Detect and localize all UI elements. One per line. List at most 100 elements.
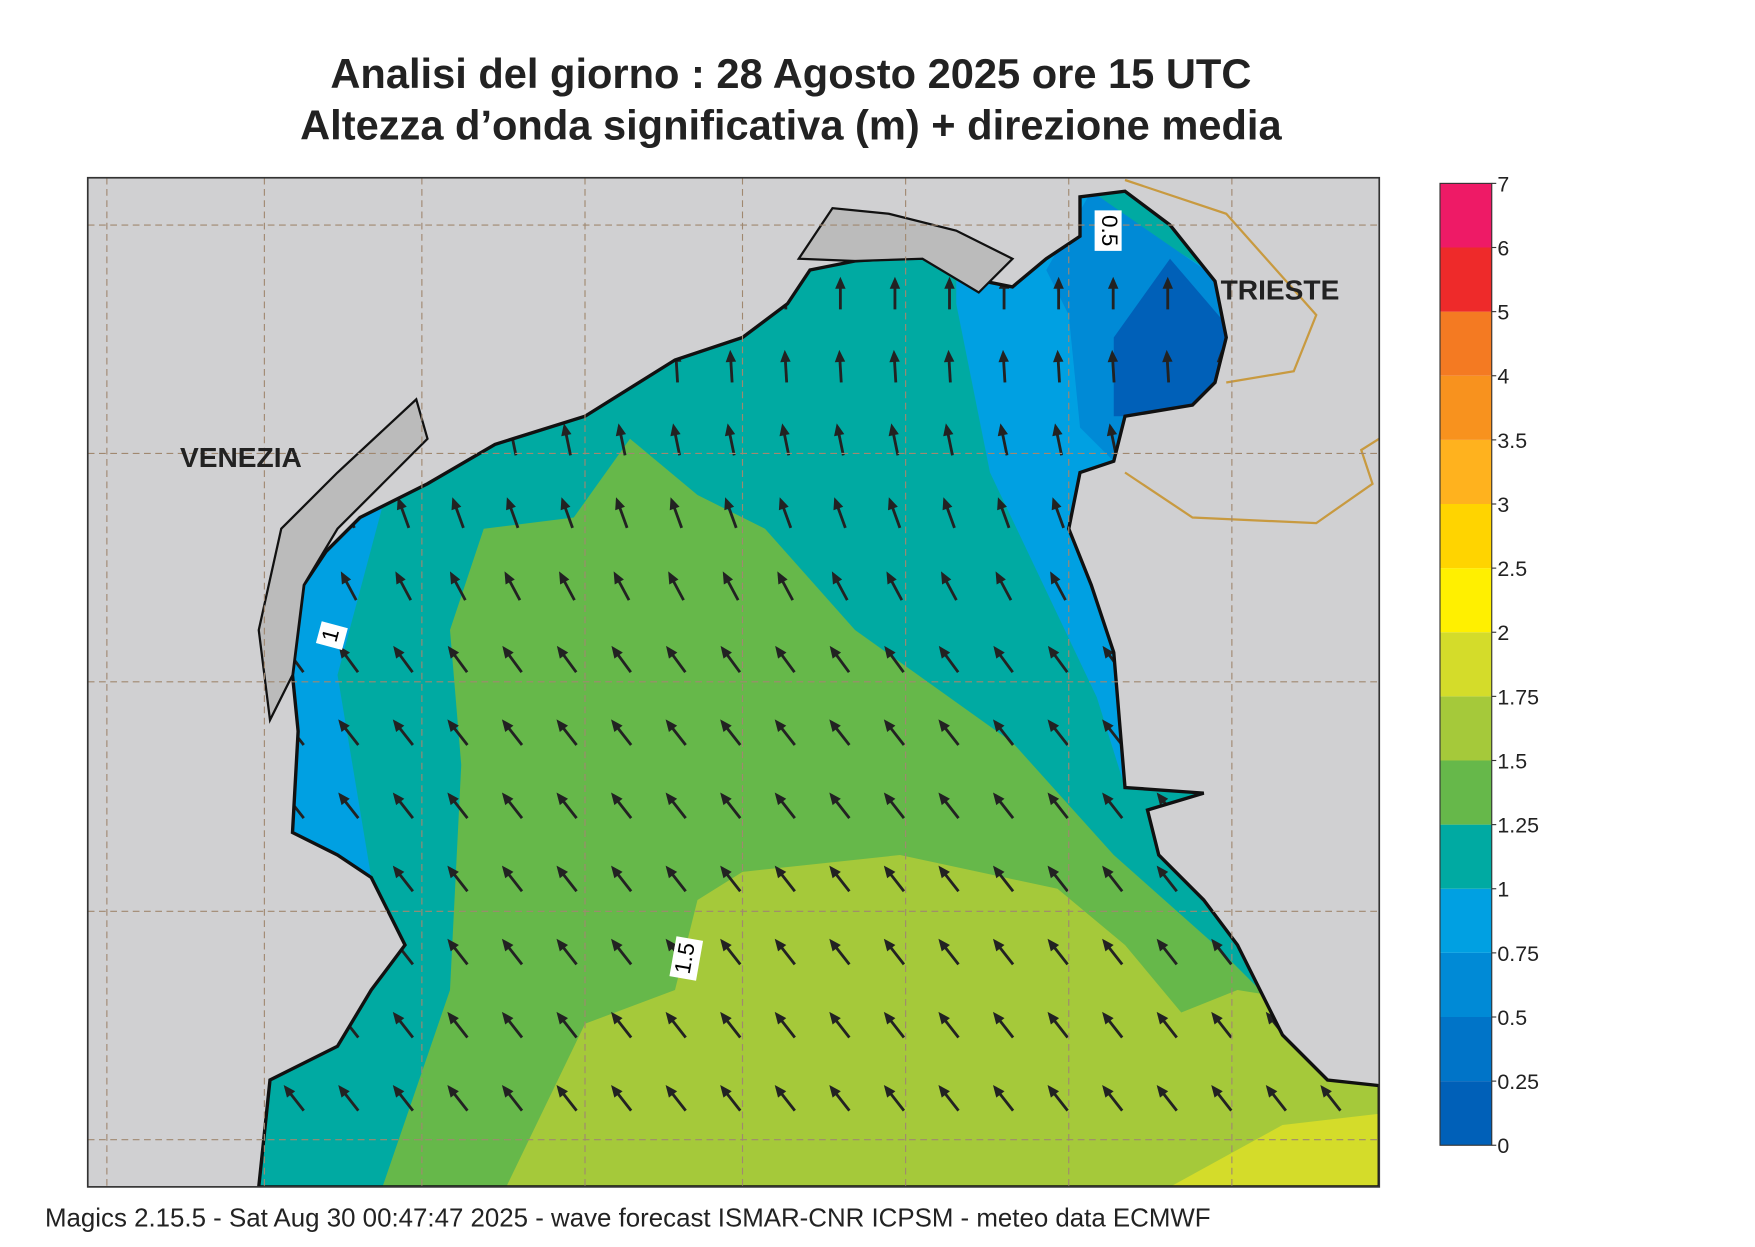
direction-arrow [938,865,960,893]
arrow-head [829,719,841,733]
direction-arrow [780,349,791,383]
direction-arrow [1162,349,1173,383]
arrow-head [724,497,735,511]
colorbar-label: 6 [1497,236,1509,260]
direction-arrow [886,571,904,601]
direction-arrow [556,938,578,966]
direction-arrow [447,645,469,673]
direction-arrow [393,645,414,673]
arrow-head [938,792,950,806]
arrow-head [889,276,901,289]
arrow-head [556,645,569,659]
direction-arrow [992,1011,1015,1039]
arrow-head [447,1011,459,1025]
direction-arrow [1102,1011,1124,1039]
arrow-head [1211,1084,1223,1098]
arrow-head [883,719,896,733]
direction-arrow [501,865,524,893]
arrow-head [559,571,570,585]
direction-arrow [561,423,572,456]
direction-arrow [992,792,1015,820]
direction-arrow [774,865,796,893]
direction-arrow [447,938,469,966]
arrow-head [992,792,1005,806]
direction-arrow [1102,792,1124,820]
arrow-head [1053,276,1064,289]
direction-arrow [670,423,682,456]
arrow-head [992,1011,1005,1025]
direction-arrow [447,719,469,746]
arrow-head [396,497,407,511]
arrow-head [774,1011,787,1025]
arrow-head [780,349,791,363]
direction-arrow [1051,497,1065,529]
arrow-head [451,497,462,511]
direction-arrow [611,792,633,820]
direction-arrow [283,1084,305,1112]
direction-arrow [779,423,791,456]
arrow-head [611,938,623,952]
arrow-head [1162,349,1173,363]
direction-arrow [834,349,846,383]
direction-arrow [392,1011,414,1039]
direction-arrow [447,1011,469,1039]
direction-arrow [834,423,845,456]
arrow-head [449,571,461,585]
arrow-head [889,349,900,363]
direction-arrow [338,719,360,746]
arrow-head [1102,865,1114,879]
direction-arrow [774,719,796,746]
direction-arrow [447,1084,469,1112]
arrow-head [1162,276,1173,289]
direction-arrow [938,719,960,746]
arrow-head [1102,719,1114,733]
arrow-head [995,571,1006,585]
direction-arrow [392,1084,414,1112]
direction-arrow [1211,1011,1233,1039]
arrow-head [829,938,841,952]
arrow-head [447,938,459,952]
direction-arrow [831,571,849,601]
colorbar-label: 1 [1497,878,1509,902]
arrow-head [392,1011,405,1025]
direction-arrow [720,865,742,893]
arrow-head [1107,349,1119,363]
arrow-head [338,1084,350,1098]
arrow-head [447,645,460,659]
arrow-head [1053,349,1064,363]
arrow-head [1156,1011,1169,1025]
direction-arrow [665,792,687,820]
arrow-head [724,423,736,437]
direction-arrow [829,1011,851,1039]
arrow-head [774,1084,787,1098]
contour-label-group: 1 [315,621,348,650]
direction-arrow [777,571,794,601]
direction-arrow [724,497,738,529]
direction-arrow [997,423,1009,456]
direction-arrow [938,645,960,673]
contour-label: 1.5 [670,941,700,976]
direction-arrow [944,276,955,310]
arrow-head [501,1084,514,1098]
direction-arrow [992,1084,1015,1112]
arrow-head [997,497,1007,511]
arrow-head [1265,1011,1278,1025]
arrow-head [834,349,846,363]
arrow-head [447,1084,459,1098]
colorbar-label: 1.75 [1497,685,1539,709]
arrow-head [829,645,842,659]
arrow-head [774,865,787,879]
direction-arrow [720,1084,742,1112]
colorbar-swatch [1440,824,1492,889]
colorbar-swatch [1440,696,1492,761]
arrow-head [1047,865,1060,879]
direction-arrow [615,497,629,529]
arrow-head [777,571,788,585]
map-frame [86,176,1381,1188]
direction-arrow [556,645,578,673]
colorbar-swatch [1440,760,1492,825]
colorbar-swatch [1440,311,1492,376]
direction-arrow [942,497,956,529]
direction-arrow [720,792,742,820]
arrow-head [883,1011,896,1025]
